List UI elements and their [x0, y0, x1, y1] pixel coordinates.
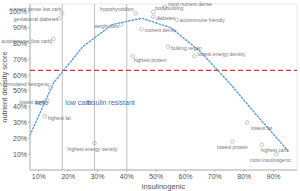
x-tick-label: 80%	[237, 173, 251, 180]
y-tick-label: 10%	[13, 151, 27, 158]
band-annotation: insulin resistant	[87, 99, 135, 106]
point	[93, 141, 97, 145]
point-label: most nutrient dense	[168, 1, 212, 7]
y-tick	[28, 90, 30, 91]
point-label: hypothyroidism	[100, 6, 134, 12]
y-tick	[28, 75, 30, 76]
x-tick-label: 20%	[61, 173, 75, 180]
x-tick	[273, 170, 274, 172]
point-label: lowest energy density	[197, 51, 246, 57]
chart: 10%20%30%40%50%60%70%80%90%10%20%30%40%5…	[0, 0, 300, 191]
x-tick-label: 70%	[208, 173, 222, 180]
point-label: lowest protein	[217, 144, 248, 150]
x-tick-label: 40%	[120, 173, 134, 180]
x-tick-label: 30%	[90, 173, 104, 180]
y-tick-label: 20%	[13, 135, 27, 142]
point-label: highest energy density	[68, 146, 119, 152]
x-axis-title: insulinogenic	[142, 182, 186, 191]
point	[245, 121, 249, 125]
point	[140, 27, 144, 31]
y-tick	[28, 106, 30, 107]
y-tick	[28, 154, 30, 155]
y-tick-label: 30%	[13, 119, 27, 126]
y-tick	[28, 122, 30, 123]
point	[43, 114, 47, 118]
point	[119, 23, 123, 27]
y-axis	[30, 4, 31, 170]
y-tick	[28, 138, 30, 139]
y-tick	[28, 59, 30, 60]
point-label: gestational diabetes	[14, 16, 59, 22]
point	[151, 15, 155, 19]
x-tick-label: 60%	[178, 173, 192, 180]
point	[134, 12, 138, 16]
point	[175, 18, 179, 22]
y-tick	[28, 27, 30, 28]
band-line	[62, 4, 63, 170]
plot-area	[30, 4, 297, 170]
x-tick-label: 10%	[32, 173, 46, 180]
band-annotation: keto	[35, 99, 48, 106]
y-tick-label: 50%	[13, 87, 27, 94]
threshold-line	[30, 70, 297, 71]
point	[166, 45, 170, 49]
point-label: lowest fat	[251, 125, 273, 131]
point-label: weight loss	[94, 23, 119, 29]
plot-frame	[30, 4, 297, 170]
x-tick	[244, 170, 245, 172]
point-label: autoimmune (low carb)	[2, 38, 53, 44]
point-label: Fresh formulated ketogenic	[0, 81, 50, 87]
point-label: bulking vegan	[171, 45, 202, 51]
x-axis	[30, 170, 297, 171]
point-label: diabetes	[156, 15, 175, 21]
point-label: highest carb	[261, 147, 288, 153]
point	[275, 152, 279, 156]
point	[193, 54, 197, 58]
x-tick	[126, 170, 127, 172]
point-label: nutrient dense	[144, 27, 176, 33]
point-label: nutrient dense low carb	[10, 6, 62, 12]
y-tick-label: 60%	[13, 72, 27, 79]
point-label: most insulinogenic	[250, 157, 292, 163]
point-label: autoimmune friendly	[180, 17, 226, 23]
point-label: highest fat	[48, 115, 72, 121]
x-tick	[156, 170, 157, 172]
band-line	[126, 4, 127, 170]
trend-line	[30, 18, 288, 151]
x-tick	[68, 170, 69, 172]
x-tick-label: 90%	[267, 173, 281, 180]
x-tick-label: 50%	[149, 173, 163, 180]
x-tick	[38, 170, 39, 172]
y-axis-title: nutrient density score	[0, 51, 9, 122]
x-tick	[214, 170, 215, 172]
point-label: highest protein	[134, 57, 167, 63]
y-tick-label: 70%	[13, 56, 27, 63]
x-tick	[97, 170, 98, 172]
x-tick	[185, 170, 186, 172]
y-tick-label: 90%	[13, 24, 27, 31]
